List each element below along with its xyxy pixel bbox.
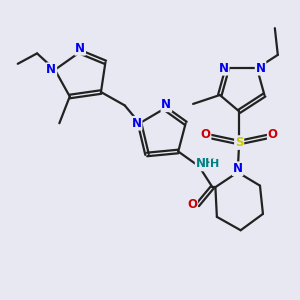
Text: O: O — [187, 199, 197, 212]
Text: O: O — [268, 128, 278, 141]
Text: H: H — [210, 159, 219, 169]
Text: N: N — [161, 98, 171, 111]
Text: O: O — [201, 128, 211, 141]
Text: NH: NH — [196, 158, 215, 170]
Text: S: S — [235, 136, 243, 149]
Text: N: N — [132, 117, 142, 130]
Text: N: N — [75, 42, 85, 55]
Text: N: N — [233, 162, 243, 175]
Text: N: N — [46, 63, 56, 76]
Text: N: N — [256, 62, 266, 75]
Text: N: N — [219, 62, 229, 75]
